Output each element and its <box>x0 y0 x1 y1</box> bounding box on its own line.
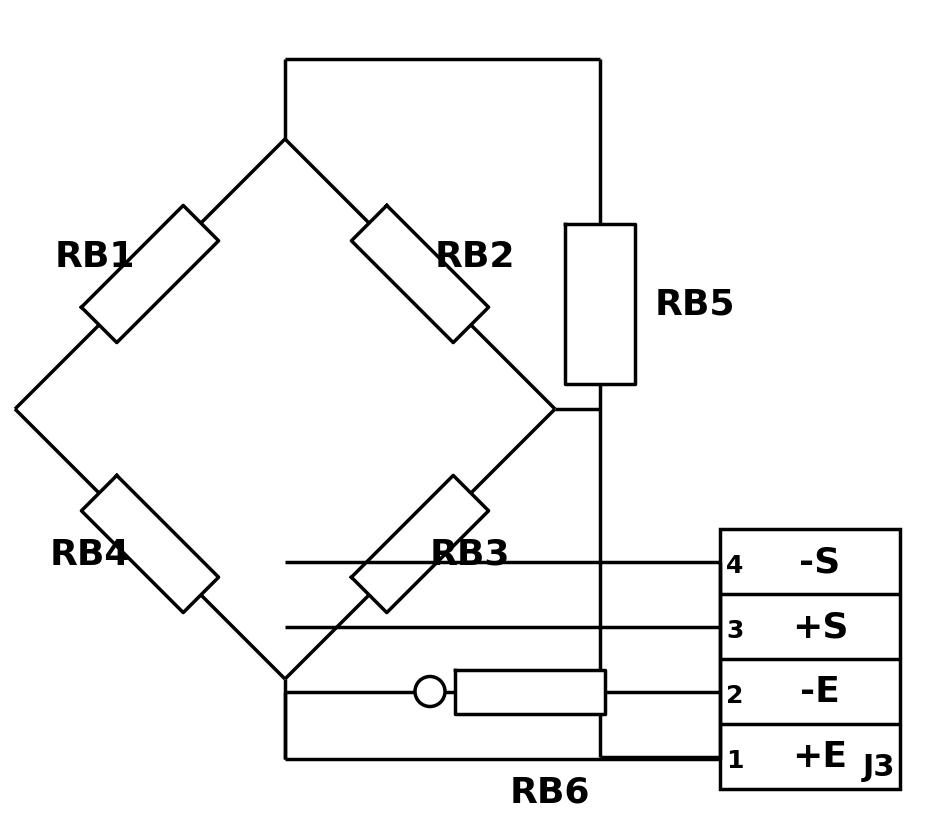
Text: 3: 3 <box>726 618 744 643</box>
Text: RB4: RB4 <box>50 537 130 572</box>
Polygon shape <box>82 206 219 343</box>
Polygon shape <box>82 476 219 613</box>
Text: RB1: RB1 <box>55 240 135 274</box>
Text: RB2: RB2 <box>435 240 515 274</box>
Text: +S: +S <box>792 610 848 644</box>
Text: +E: +E <box>792 740 847 774</box>
Polygon shape <box>455 670 605 713</box>
Text: -S: -S <box>800 545 841 579</box>
Text: RB5: RB5 <box>655 287 735 322</box>
Text: J3: J3 <box>863 752 895 781</box>
Text: 1: 1 <box>726 749 744 772</box>
Text: RB6: RB6 <box>510 775 591 808</box>
Polygon shape <box>565 224 635 385</box>
Bar <box>720 529 900 789</box>
Polygon shape <box>352 206 489 343</box>
Text: 4: 4 <box>726 554 744 577</box>
Text: -E: -E <box>800 675 840 708</box>
Text: 2: 2 <box>726 684 744 708</box>
Text: RB3: RB3 <box>430 537 511 572</box>
Polygon shape <box>352 476 489 613</box>
